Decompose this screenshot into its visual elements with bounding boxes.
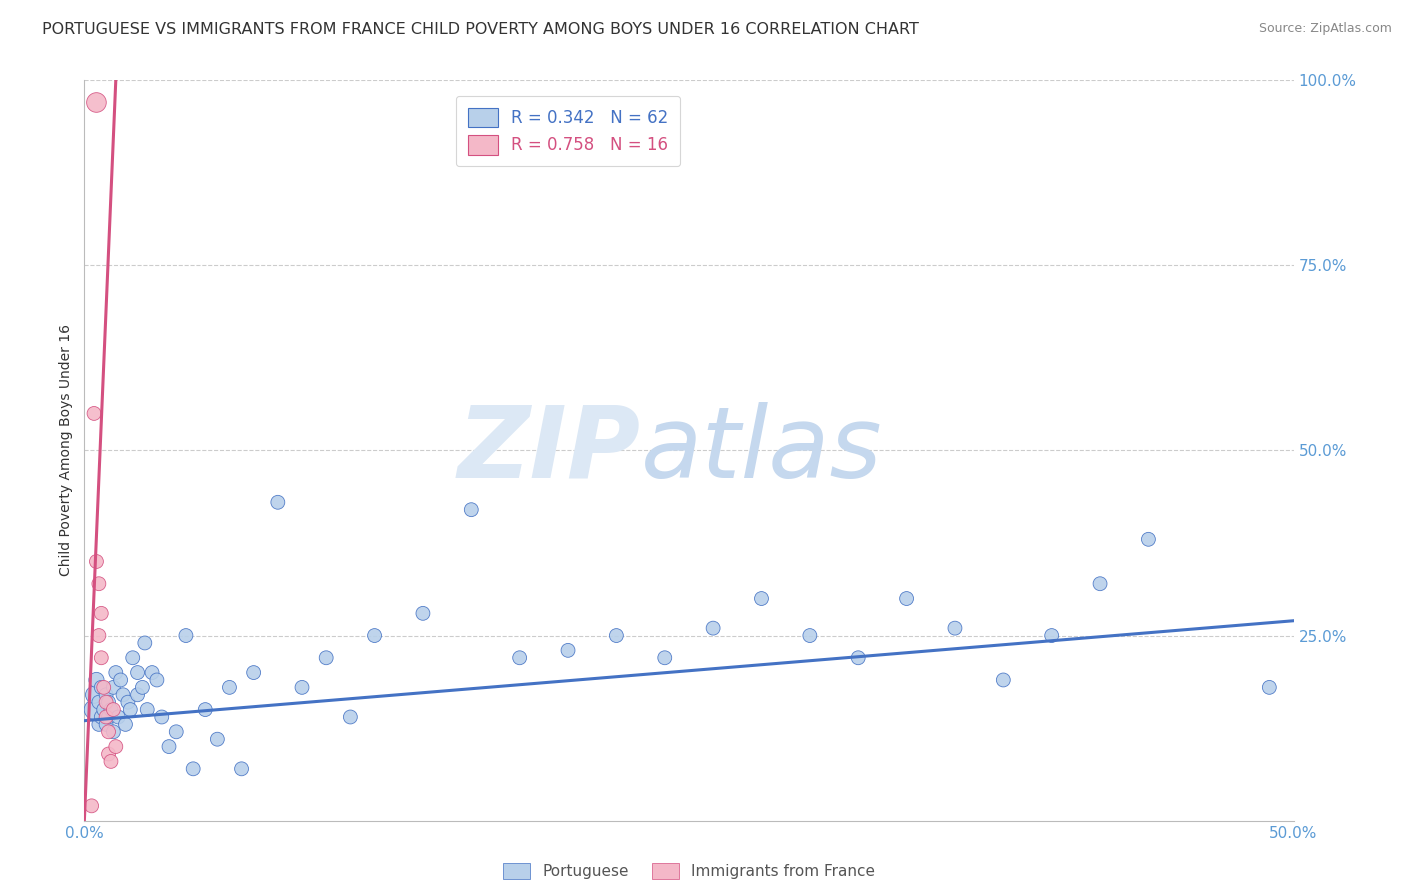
Point [181,762,204,776]
Y-axis label: Child Poverty Among Boys Under 16: Child Poverty Among Boys Under 16 [59,325,73,576]
Point [218,681,240,695]
Point [1258,681,1281,695]
Point [127,688,149,702]
Point [83,703,105,717]
Point [131,681,153,695]
Point [120,703,142,717]
Point [799,629,821,643]
Point [896,591,918,606]
Text: atlas: atlas [641,402,882,499]
Point [751,591,773,606]
Point [993,673,1015,687]
Point [93,681,115,695]
Point [110,673,132,687]
Point [97,710,120,724]
Point [90,710,112,724]
Point [231,762,253,776]
Point [1088,576,1111,591]
Point [97,724,120,739]
Point [141,665,163,680]
Point [207,732,229,747]
Point [194,703,217,717]
Point [86,95,108,110]
Point [339,710,361,724]
Point [87,629,110,643]
Point [103,703,125,717]
Point [112,688,135,702]
Point [87,576,110,591]
Point [267,495,290,509]
Point [654,650,676,665]
Text: Source: ZipAtlas.com: Source: ZipAtlas.com [1258,22,1392,36]
Point [83,688,105,702]
Point [107,710,129,724]
Legend: R = 0.342   N = 62, R = 0.758   N = 16: R = 0.342 N = 62, R = 0.758 N = 16 [456,96,681,166]
Point [93,703,115,717]
Point [90,681,112,695]
Point [94,710,117,724]
Point [943,621,966,635]
Point [121,650,143,665]
Point [174,629,197,643]
Point [315,650,337,665]
Point [86,555,108,569]
Point [97,747,120,761]
Point [150,710,173,724]
Text: PORTUGUESE VS IMMIGRANTS FROM FRANCE CHILD POVERTY AMONG BOYS UNDER 16 CORRELATI: PORTUGUESE VS IMMIGRANTS FROM FRANCE CHI… [42,22,920,37]
Point [90,607,112,621]
Point [557,643,579,657]
Point [146,673,169,687]
Point [104,665,127,680]
Point [291,681,314,695]
Point [103,681,125,695]
Point [83,407,105,421]
Point [90,650,112,665]
Point [702,621,724,635]
Point [605,629,627,643]
Point [136,703,159,717]
Point [94,717,117,731]
Point [1040,629,1063,643]
Point [80,798,103,813]
Point [509,650,531,665]
Point [114,717,136,731]
Point [363,629,385,643]
Point [100,755,122,769]
Point [412,607,434,621]
Point [242,665,264,680]
Point [100,703,122,717]
Point [104,739,127,754]
Point [97,695,120,709]
Point [117,695,139,709]
Point [87,695,110,709]
Point [846,650,869,665]
Point [87,717,110,731]
Point [1137,533,1160,547]
Point [460,502,482,516]
Point [134,636,156,650]
Text: ZIP: ZIP [457,402,641,499]
Point [165,724,187,739]
Point [157,739,180,754]
Point [94,695,117,709]
Point [127,665,149,680]
Point [86,673,108,687]
Point [103,724,125,739]
Point [94,688,117,702]
